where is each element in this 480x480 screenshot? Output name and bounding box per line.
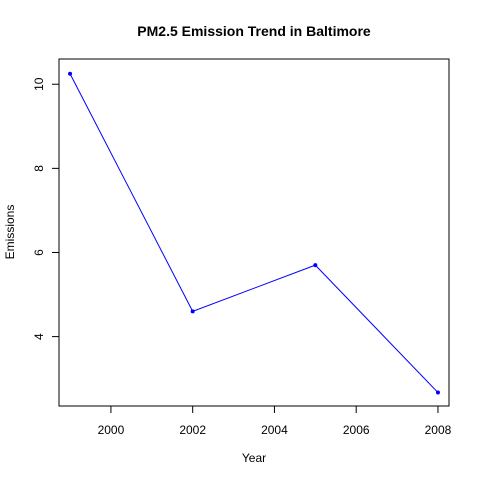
y-tick-label-8: 8 — [32, 165, 46, 172]
y-axis-label: Emissions — [3, 205, 17, 260]
chart-title: PM2.5 Emission Trend in Baltimore — [137, 23, 371, 39]
y-tick-label-6: 6 — [32, 249, 46, 256]
data-point-2002 — [190, 309, 195, 314]
y-axis: 4 6 8 10 — [32, 77, 59, 340]
x-tick-label-2002: 2002 — [179, 423, 206, 437]
x-axis: 2000 2002 2004 2006 2008 — [98, 406, 452, 437]
y-tick-label-4: 4 — [32, 333, 46, 340]
data-point-1999 — [68, 71, 73, 76]
data-point-2005 — [313, 263, 318, 268]
x-tick-label-2006: 2006 — [343, 423, 370, 437]
x-tick-label-2008: 2008 — [425, 423, 452, 437]
x-tick-label-2000: 2000 — [98, 423, 125, 437]
series-line — [69, 73, 439, 393]
data-points — [68, 71, 440, 395]
x-axis-label: Year — [242, 451, 266, 465]
data-point-2008 — [435, 390, 440, 395]
x-tick-label-2004: 2004 — [261, 423, 288, 437]
plot-frame — [58, 58, 450, 407]
y-tick-label-10: 10 — [32, 77, 46, 91]
